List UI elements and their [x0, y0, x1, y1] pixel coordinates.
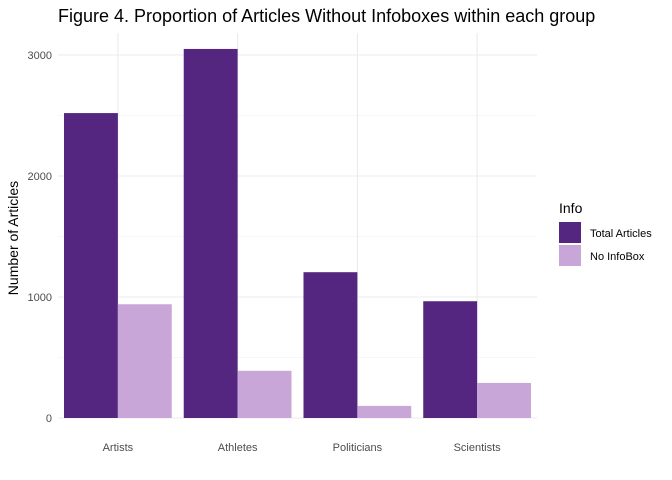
y-axis-title: Number of Articles — [5, 181, 21, 295]
x-tick-label: Politicians — [333, 442, 383, 454]
bar-total-articles-scientists — [423, 301, 478, 418]
bar-total-articles-politicians — [303, 272, 358, 418]
legend-key-total-articles — [559, 222, 581, 243]
x-tick-label: Athletes — [218, 442, 258, 454]
bars — [63, 48, 532, 418]
legend-key-no-infobox — [559, 245, 581, 266]
legend-label: Total Articles — [590, 228, 652, 240]
chart-title: Figure 4. Proportion of Articles Without… — [58, 6, 595, 26]
bar-no-infobox-politicians — [357, 405, 412, 418]
y-tick-label: 1000 — [28, 292, 52, 304]
x-tick-label: Scientists — [454, 442, 502, 454]
y-tick-label: 3000 — [28, 50, 52, 62]
bar-no-infobox-artists — [117, 304, 172, 418]
bar-total-articles-athletes — [183, 48, 238, 418]
x-axis-ticks: Artists Athletes Politicians Scientists — [103, 442, 502, 454]
y-tick-label: 0 — [46, 413, 52, 425]
x-tick-label: Artists — [103, 442, 134, 454]
y-tick-label: 2000 — [28, 171, 52, 183]
legend: Info Total Articles No InfoBox — [559, 200, 652, 266]
y-axis-ticks: 0 1000 2000 3000 — [28, 50, 52, 425]
bar-no-infobox-athletes — [237, 370, 292, 418]
legend-label: No InfoBox — [590, 251, 645, 263]
legend-title: Info — [559, 200, 583, 216]
bar-total-articles-artists — [63, 113, 118, 418]
bar-no-infobox-scientists — [477, 382, 532, 418]
